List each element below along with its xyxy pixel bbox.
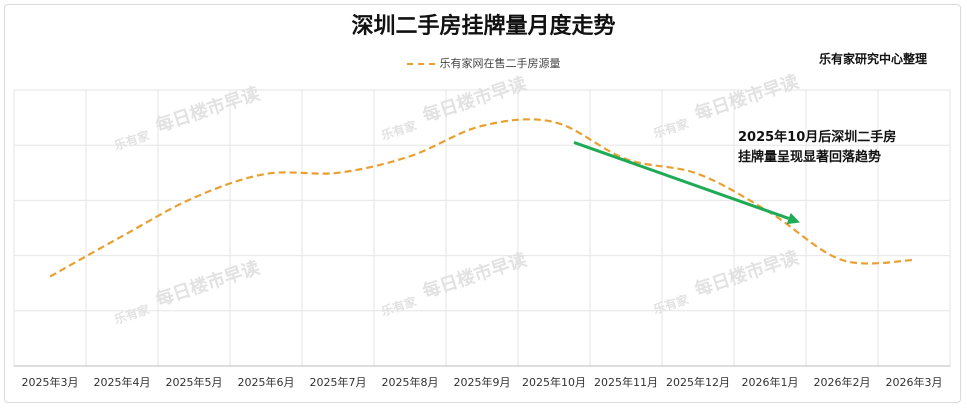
watermark-logo: 乐有家 bbox=[651, 291, 691, 317]
x-axis: 2025年3月 2025年4月 2025年5月 2025年6月 2025年7月 2025年… bbox=[14, 365, 950, 389]
watermark-logo: 乐有家 bbox=[651, 115, 691, 141]
watermark-logo: 乐有家 bbox=[379, 293, 419, 319]
x-tick-label: 2026年3月 bbox=[886, 375, 943, 389]
trend-arrow-shaft bbox=[573, 141, 790, 220]
x-tick-label: 2025年8月 bbox=[382, 375, 439, 389]
watermark-text: 每日楼市早读 bbox=[153, 82, 263, 136]
legend-swatch bbox=[406, 63, 435, 65]
watermark-text: 每日楼市早读 bbox=[420, 72, 530, 126]
watermark-logo: 乐有家 bbox=[112, 127, 152, 153]
chart-title: 深圳二手房挂牌量月度走势 bbox=[351, 14, 616, 39]
x-tick-label: 2025年10月 bbox=[522, 375, 586, 389]
x-tick-label: 2025年4月 bbox=[94, 375, 151, 389]
x-tick-label: 2025年5月 bbox=[166, 375, 223, 389]
x-tick-label: 2025年9月 bbox=[454, 375, 511, 389]
grid bbox=[13, 89, 951, 367]
trend-arrow bbox=[573, 141, 800, 225]
x-tick-label: 2025年3月 bbox=[22, 375, 79, 389]
x-tick-label: 2026年1月 bbox=[742, 375, 799, 389]
x-tick-label: 2025年6月 bbox=[238, 375, 295, 389]
watermarks: 每日楼市早读乐有家每日楼市早读乐有家每日楼市早读乐有家每日楼市早读乐有家每日楼市… bbox=[112, 70, 801, 326]
trend-arrow-head bbox=[786, 212, 800, 225]
x-tick-label: 2025年11月 bbox=[594, 375, 658, 389]
chart-frame bbox=[4, 4, 961, 403]
watermark-text: 每日楼市早读 bbox=[420, 248, 530, 302]
source-note: 乐有家研究中心整理 bbox=[818, 52, 927, 66]
annotation-text: 2025年10月后深圳二手房 挂牌量呈现显著回落趋势 bbox=[738, 130, 897, 165]
watermark-text: 每日楼市早读 bbox=[692, 70, 802, 124]
watermark-logo: 乐有家 bbox=[379, 117, 419, 143]
watermark-text: 每日楼市早读 bbox=[692, 246, 802, 300]
x-tick-label: 2025年12月 bbox=[666, 375, 730, 389]
watermark-logo: 乐有家 bbox=[112, 301, 152, 327]
x-tick-label: 2026年2月 bbox=[814, 375, 871, 389]
x-tick-label: 2025年7月 bbox=[310, 375, 367, 389]
legend-label: 乐有家网在售二手房源量 bbox=[439, 57, 561, 70]
legend: 乐有家网在售二手房源量 bbox=[0, 55, 967, 71]
watermark-text: 每日楼市早读 bbox=[153, 256, 263, 310]
